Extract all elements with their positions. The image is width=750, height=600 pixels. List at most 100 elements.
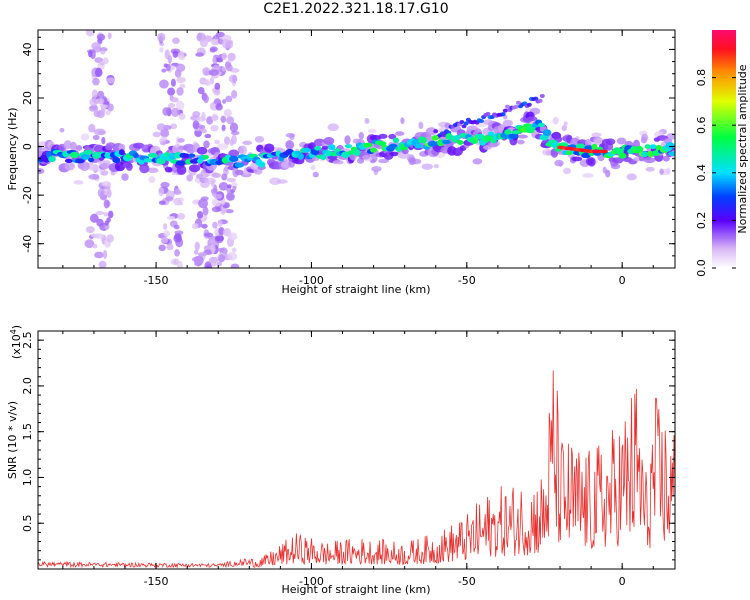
heatmap-cell — [517, 134, 528, 139]
heatmap-cell — [626, 173, 637, 181]
heatmap-cell — [378, 133, 388, 139]
y-tick-label: 40 — [21, 42, 34, 56]
heatmap-cell — [605, 169, 611, 178]
heatmap-cell — [103, 199, 110, 209]
heatmap-cell — [502, 108, 508, 113]
x-tick-label: -100 — [299, 274, 324, 287]
heatmap-cell — [368, 128, 377, 134]
heatmap-cell — [308, 142, 317, 151]
heatmap-cell — [156, 157, 166, 165]
heatmap-cell — [204, 232, 214, 237]
heatmap-cell — [176, 261, 183, 268]
heatmap-cell — [189, 164, 201, 173]
heatmap-cell — [378, 158, 390, 164]
heatmap-cell — [641, 151, 649, 158]
heatmap-cell — [88, 50, 93, 58]
heatmap-cell — [388, 143, 398, 150]
heatmap-cell — [132, 152, 139, 159]
heatmap-cell — [163, 63, 168, 68]
heatmap-cell — [214, 139, 221, 145]
heatmap-cell — [170, 123, 178, 130]
heatmap-cell — [229, 122, 239, 133]
heatmap-cell — [160, 128, 170, 138]
heatmap-cell — [218, 182, 229, 191]
heatmap-cell — [210, 243, 216, 254]
heatmap-cell — [231, 247, 237, 253]
colorbar-gradient — [712, 30, 736, 268]
heatmap-cell — [106, 77, 115, 84]
heatmap-cell — [209, 46, 218, 52]
heatmap-cell — [176, 77, 186, 83]
heatmap-cell — [171, 107, 180, 118]
heatmap-cell — [571, 156, 583, 162]
heatmap-cell — [94, 67, 103, 78]
heatmap-cell — [168, 152, 177, 160]
heatmap-cell — [215, 235, 225, 242]
heatmap-cell — [504, 129, 512, 136]
heatmap-cell — [400, 117, 405, 124]
y-tick-label: 1.5 — [21, 423, 34, 441]
heatmap-cell — [215, 103, 223, 111]
heatmap-cell — [216, 57, 224, 63]
heatmap-cell — [640, 136, 648, 144]
snr-panel: -150 -100 -50 0 0.5 1.0 1.5 2.0 2.5 Height of st… — [6, 325, 676, 596]
heatmap-cell — [173, 234, 182, 243]
heatmap-cell — [200, 128, 207, 134]
heatmap-cell — [225, 40, 234, 49]
heatmap-cell — [363, 142, 373, 148]
heatmap-cell — [174, 151, 182, 159]
heatmap-cell — [269, 177, 281, 185]
heatmap-cell — [198, 124, 206, 130]
heatmap-cell — [211, 39, 218, 46]
heatmap-cell — [163, 223, 168, 230]
heatmap-cell — [218, 254, 226, 263]
heatmap-cell — [172, 37, 180, 44]
heatmap-cell — [125, 162, 133, 171]
heatmap-cell — [165, 196, 174, 202]
heatmap-cell — [186, 174, 194, 182]
heatmap-cell — [160, 181, 170, 188]
heatmap-cell — [69, 151, 80, 159]
heatmap-cell — [93, 128, 106, 136]
x-tick-label: -50 — [458, 274, 476, 287]
heatmap-cell — [662, 155, 670, 162]
heatmap-cell — [319, 154, 327, 160]
heatmap-cell — [327, 144, 336, 151]
heatmap-cell — [106, 234, 114, 243]
heatmap-cell — [43, 157, 50, 163]
heatmap-cell — [212, 221, 218, 229]
heatmap-cell — [191, 223, 199, 230]
heatmap-cell — [94, 233, 104, 239]
heatmap-cell — [364, 117, 370, 124]
heatmap-cell — [227, 52, 236, 62]
heatmap-cell — [147, 152, 158, 158]
heatmap-cell — [98, 260, 107, 268]
heatmap-cell — [195, 52, 204, 57]
heatmap-cell — [85, 226, 95, 234]
heatmap-cell — [176, 165, 187, 175]
heatmap-cell — [166, 243, 174, 251]
heatmap-cell — [94, 251, 104, 259]
heatmap-cell — [174, 249, 180, 257]
colorbar-tick-label: 0.4 — [695, 164, 708, 182]
heatmap-cell — [203, 94, 209, 104]
heatmap-cell — [431, 135, 439, 141]
heatmap-cell — [175, 63, 186, 72]
heatmap-cell — [483, 119, 494, 125]
heatmap-cell — [158, 200, 166, 205]
heatmap-cell — [433, 129, 439, 134]
heatmap-cell — [235, 169, 244, 176]
heatmap-cell — [163, 230, 171, 237]
heatmap-cell — [659, 168, 664, 175]
heatmap-cell — [213, 193, 223, 199]
heatmap-cell — [225, 64, 233, 72]
heatmap-cell — [178, 112, 186, 120]
heatmap-cell — [230, 263, 240, 268]
x-tick-label: 0 — [619, 575, 626, 588]
spectrogram-heatmap — [38, 30, 675, 268]
heatmap-cell — [121, 173, 129, 181]
heatmap-cell — [146, 167, 159, 174]
heatmap-cell — [226, 192, 235, 201]
heatmap-cell — [463, 121, 469, 126]
heatmap-cell — [635, 145, 644, 153]
